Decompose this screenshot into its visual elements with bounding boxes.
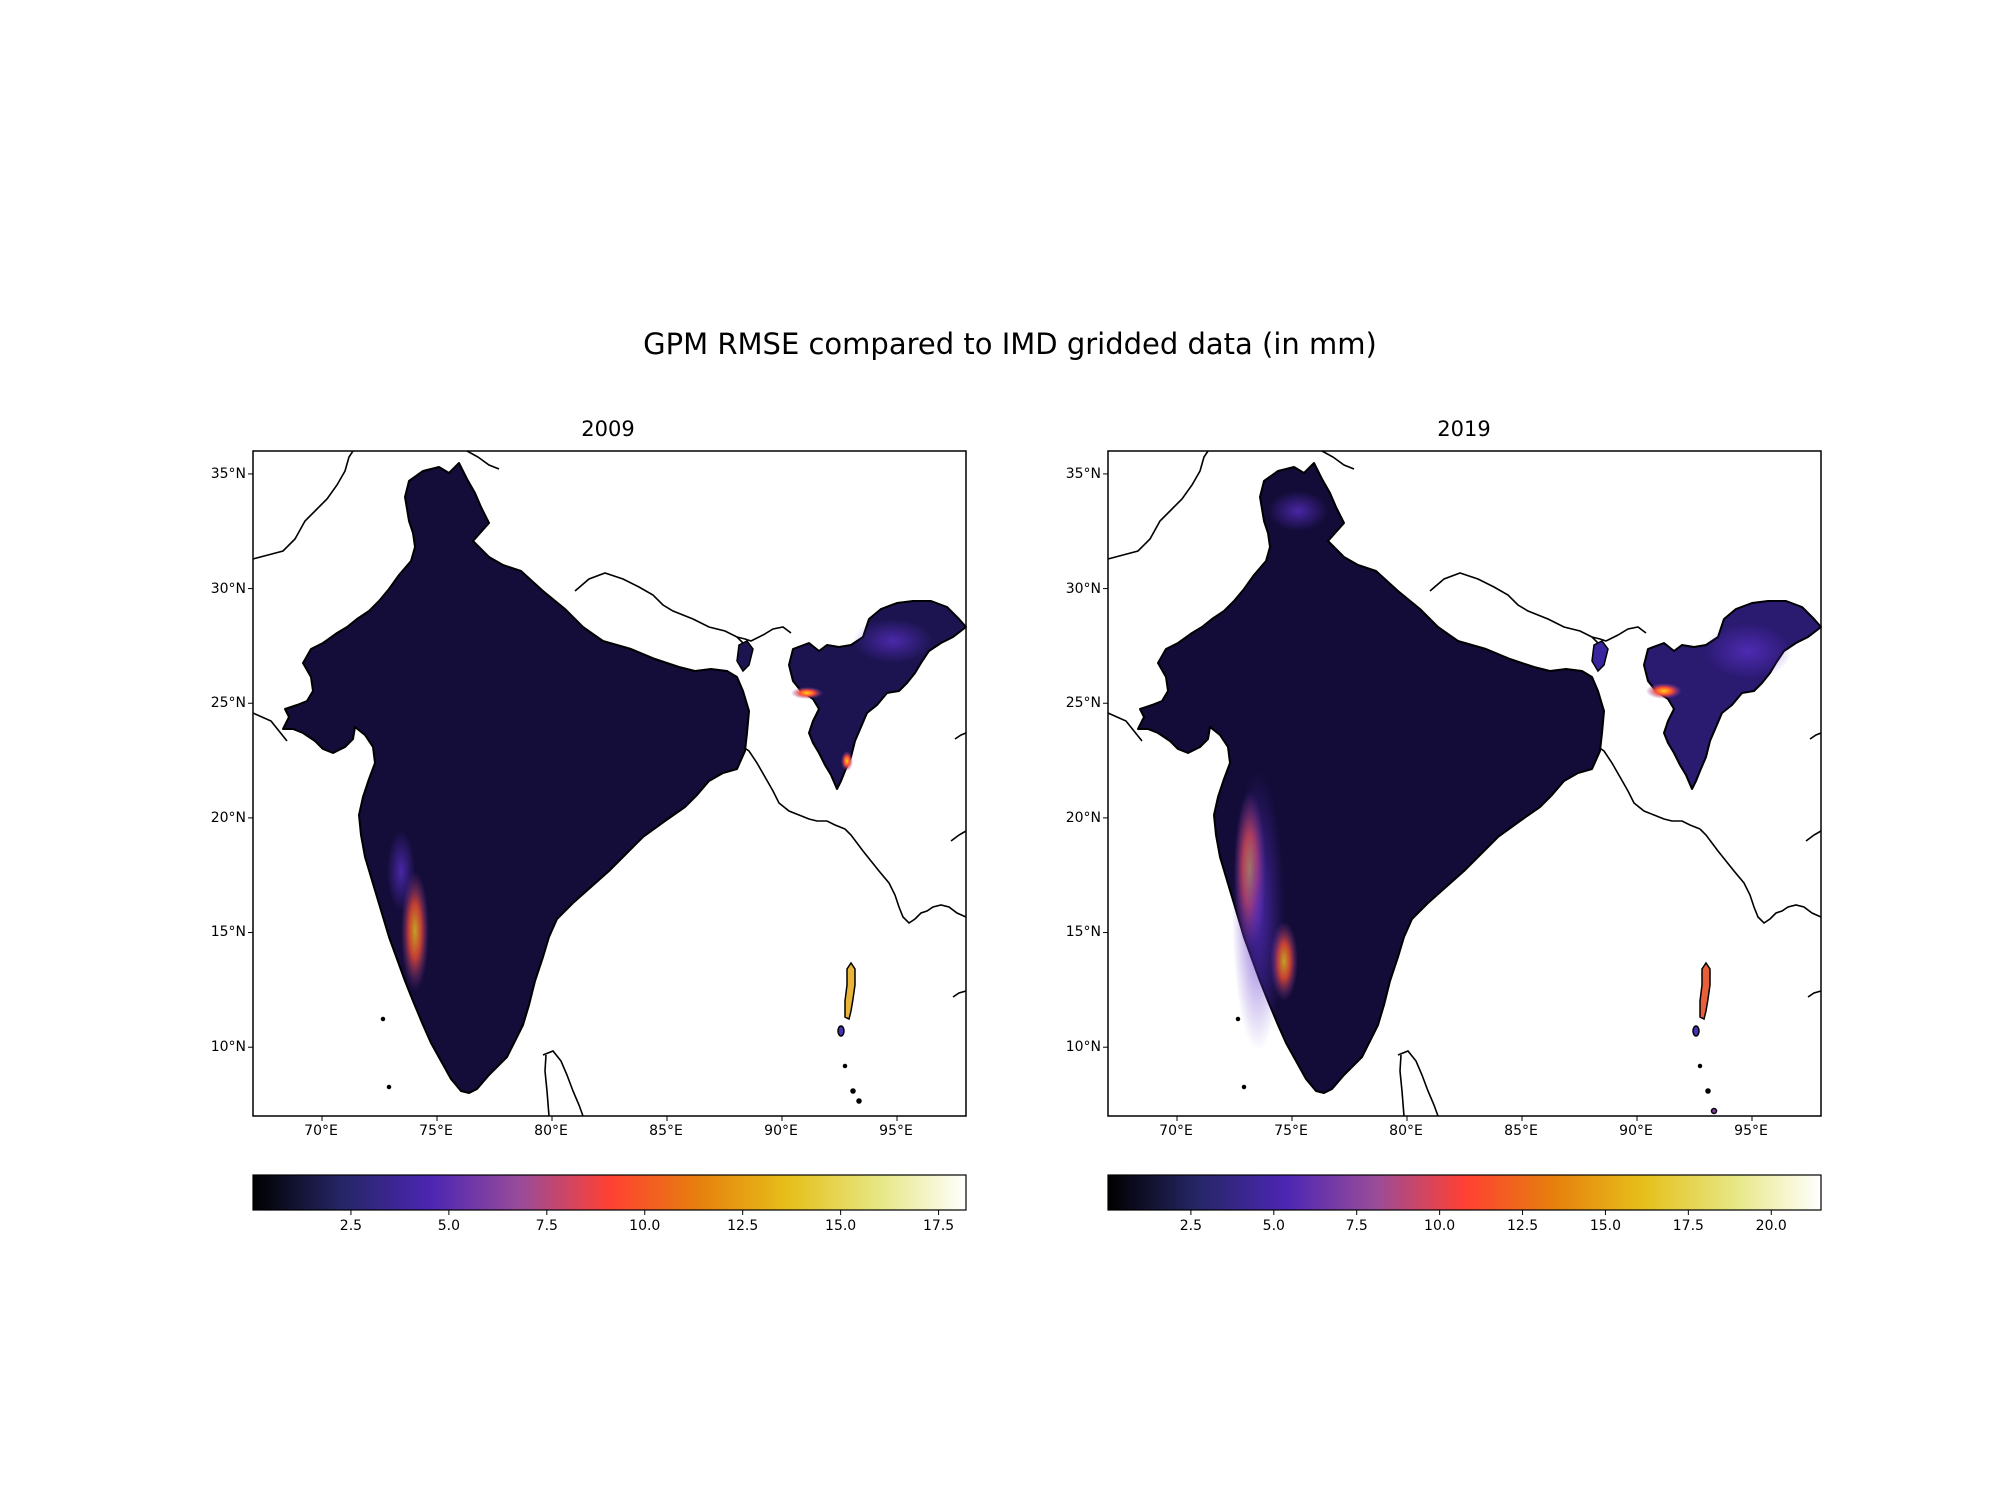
north-glow-2019	[1268, 491, 1328, 531]
map-border-2019	[1107, 450, 1822, 1117]
lon-tick-2009-85: 85°E	[649, 1123, 683, 1139]
sikkim-strip-2019	[1591, 640, 1609, 673]
colorbar-tick-label: 5.0	[1263, 1218, 1285, 1234]
map-2009	[252, 450, 967, 1117]
lakshadweep-dot-1-2019	[1235, 1016, 1241, 1022]
nicobar-dot-2-2009	[850, 1088, 856, 1094]
rmse-hotspots-2019	[1232, 491, 1792, 1051]
colorbar-tick-label: 7.5	[1346, 1218, 1368, 1234]
figure-title: GPM RMSE compared to IMD gridded data (i…	[643, 327, 1377, 361]
colorbar-tick-label: 2.5	[340, 1218, 362, 1234]
rmse-hotspots-2009	[387, 619, 933, 991]
colorbar-tick-label: 15.0	[825, 1218, 856, 1234]
sikkim-strip-2009	[736, 640, 754, 673]
nicobar-dot-3-2019	[1710, 1107, 1718, 1115]
lakshadweep-dot-2-2009	[386, 1084, 392, 1090]
nicobar-dot-1-2009	[842, 1063, 848, 1069]
lon-tick-2019-80: 80°E	[1389, 1123, 1423, 1139]
lon-tick-2009-75: 75°E	[419, 1123, 453, 1139]
lon-tick-2009-80: 80°E	[534, 1123, 568, 1139]
islands-2009	[380, 961, 862, 1104]
northeast-glow-2019	[1704, 623, 1792, 679]
colorbar-tick-label: 20.0	[1756, 1218, 1787, 1234]
lat-tick-2019-25: 25°N	[1066, 695, 1101, 711]
panel-title-2019: 2019	[1437, 417, 1490, 441]
panel-2009: 2009	[211, 417, 967, 1234]
lat-tick-2019-10: 10°N	[1066, 1039, 1101, 1055]
country-shape-2009	[282, 462, 750, 1094]
colorbar-tick-label: 17.5	[923, 1218, 954, 1234]
lat-tick-2019-35: 35°N	[1066, 466, 1101, 482]
andaman-islands-2019	[1699, 961, 1711, 1021]
lat-tick-2019-20: 20°N	[1066, 810, 1101, 826]
lon-tick-2019-70: 70°E	[1159, 1123, 1193, 1139]
nicobar-island-2019	[1692, 1025, 1700, 1037]
konkan-glow-2009	[387, 831, 415, 911]
colorbar-tick-label: 10.0	[629, 1218, 660, 1234]
lon-tick-2009-90: 90°E	[764, 1123, 798, 1139]
neighbor-coastlines-2019	[1107, 450, 1822, 1117]
lon-tick-2019-85: 85°E	[1504, 1123, 1538, 1139]
lat-tick-2019-15: 15°N	[1066, 924, 1101, 940]
lat-tick-2009-10: 10°N	[211, 1039, 246, 1055]
lon-tick-2019-90: 90°E	[1619, 1123, 1653, 1139]
neighbor-coastlines-2009	[252, 450, 967, 1117]
lakshadweep-dot-2-2019	[1241, 1084, 1247, 1090]
northeast-glow-2009	[853, 619, 933, 663]
colorbar-tick-label: 5.0	[438, 1218, 460, 1234]
colorbar-border-2009	[252, 1174, 967, 1211]
lat-tick-2009-35: 35°N	[211, 466, 246, 482]
colorbar-tick-label: 12.5	[727, 1218, 758, 1234]
ghats-glow-2019	[1232, 771, 1284, 1051]
lon-tick-2019-75: 75°E	[1274, 1123, 1308, 1139]
lat-tick-2019-30: 30°N	[1066, 581, 1101, 597]
mizoram-hotspot-2009	[841, 751, 853, 771]
colorbar-tick-label: 10.0	[1424, 1218, 1455, 1234]
lon-tick-2009-95: 95°E	[879, 1123, 913, 1139]
colorbar-tick-label: 2.5	[1180, 1218, 1202, 1234]
colorbar-ticks-2009: 2.5 5.0 7.5 10.0 12.5 15.0 17.5	[340, 1210, 954, 1234]
map-2019	[1107, 450, 1822, 1117]
islands-2019	[1235, 961, 1718, 1115]
map-border-2009	[252, 450, 967, 1117]
meghalaya-hotspot-2019	[1646, 683, 1682, 699]
nicobar-dot-2-2019	[1705, 1088, 1711, 1094]
lat-tick-2009-30: 30°N	[211, 581, 246, 597]
lon-tick-2019-95: 95°E	[1734, 1123, 1768, 1139]
lon-tick-2009-70: 70°E	[304, 1123, 338, 1139]
lat-tick-2009-20: 20°N	[211, 810, 246, 826]
colorbar-tick-label: 17.5	[1673, 1218, 1704, 1234]
colorbar-ticks-2019: 2.5 5.0 7.5 10.0 12.5 15.0 17.5 20.0	[1180, 1210, 1787, 1234]
colorbar-gradient-2019	[1108, 1175, 1821, 1210]
nicobar-dot-1-2019	[1697, 1063, 1703, 1069]
colorbar-tick-label: 12.5	[1507, 1218, 1538, 1234]
colorbar-2009: 2.5 5.0 7.5 10.0 12.5 15.0 17.5	[252, 1174, 967, 1234]
meghalaya-hotspot-2009	[791, 687, 823, 699]
nicobar-dot-3-2009	[856, 1098, 862, 1104]
andaman-islands-2009	[844, 961, 856, 1021]
colorbar-tick-label: 15.0	[1590, 1218, 1621, 1234]
colorbar-2019: 2.5 5.0 7.5 10.0 12.5 15.0 17.5 20.0	[1107, 1174, 1822, 1234]
colorbar-tick-label: 7.5	[536, 1218, 558, 1234]
lat-tick-2009-25: 25°N	[211, 695, 246, 711]
panel-2019: 2019	[1066, 417, 1822, 1234]
colorbar-border-2019	[1107, 1174, 1822, 1211]
lat-tick-2009-15: 15°N	[211, 924, 246, 940]
panel-title-2009: 2009	[581, 417, 634, 441]
lakshadweep-dot-1-2009	[380, 1016, 386, 1022]
nicobar-island-2009	[837, 1025, 845, 1037]
colorbar-gradient-2009	[253, 1175, 966, 1210]
